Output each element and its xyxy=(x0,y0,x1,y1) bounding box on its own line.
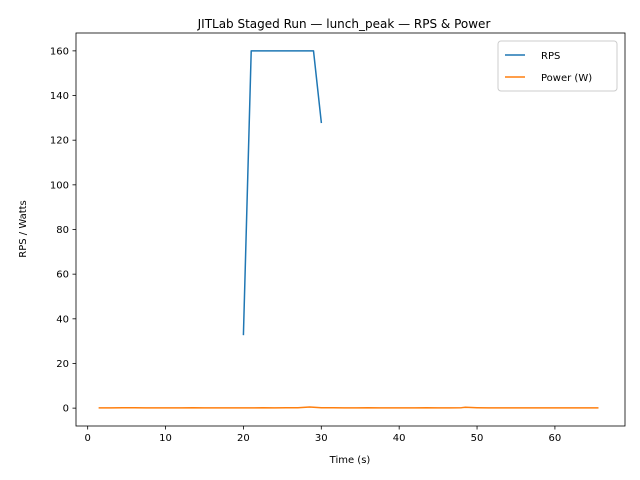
y-tick-label: 100 xyxy=(50,180,69,191)
x-axis-label: Time (s) xyxy=(329,455,371,466)
y-tick-label: 140 xyxy=(50,91,69,102)
legend-rps-label: RPS xyxy=(541,51,560,62)
y-axis-label: RPS / Watts xyxy=(18,200,29,257)
y-tick-label: 20 xyxy=(56,359,69,370)
x-tick-label: 20 xyxy=(237,433,250,444)
legend-power-label: Power (W) xyxy=(541,73,592,84)
legend-box xyxy=(497,40,618,92)
plot-area: 0 10 20 30 40 50 60 0 20 40 60 80 100 120 140 160 xyxy=(50,32,626,444)
series-line-power xyxy=(98,406,599,409)
y-tick-label: 0 xyxy=(63,404,69,415)
chart-title: JITLab Staged Run — lunch_peak — RPS & P… xyxy=(197,17,491,31)
y-tick-label: 120 xyxy=(50,136,69,147)
series-line-rps xyxy=(242,50,323,336)
x-tick-label: 60 xyxy=(549,433,562,444)
y-tick-label: 60 xyxy=(56,270,69,281)
y-axis-ticks: 0 20 40 60 80 100 120 140 160 xyxy=(50,46,76,415)
series-layer xyxy=(98,50,599,409)
x-tick-label: 10 xyxy=(159,433,172,444)
x-tick-label: 30 xyxy=(315,433,328,444)
x-tick-label: 0 xyxy=(84,433,90,444)
y-tick-label: 80 xyxy=(56,225,69,236)
y-tick-label: 160 xyxy=(50,46,69,57)
legend: RPS Power (W) xyxy=(497,40,618,92)
x-tick-label: 40 xyxy=(393,433,406,444)
x-axis-ticks: 0 10 20 30 40 50 60 xyxy=(84,426,561,444)
axes-background xyxy=(76,33,625,426)
x-tick-label: 50 xyxy=(471,433,484,444)
y-tick-label: 40 xyxy=(56,314,69,325)
